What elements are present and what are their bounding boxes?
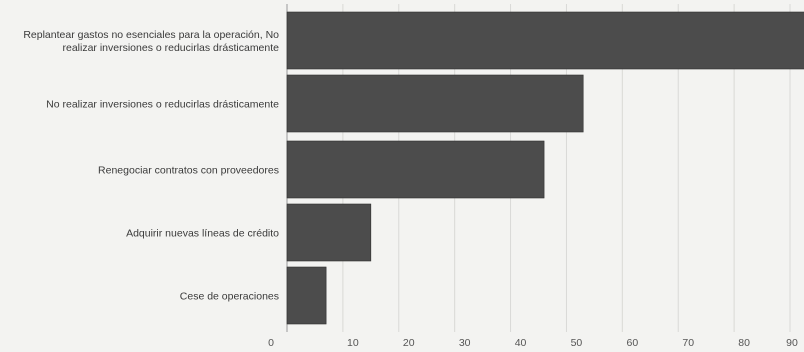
x-tick-label: 50	[571, 337, 583, 349]
x-tick-label: 10	[347, 337, 359, 349]
x-tick-label: 90	[786, 337, 798, 349]
x-tick-label: 30	[459, 337, 471, 349]
category-label: realizar inversiones o reducirlas drásti…	[62, 42, 279, 54]
category-labels: Replantear gastos no esenciales para la …	[23, 29, 279, 303]
x-tick-label: 60	[626, 337, 638, 349]
x-tick-label: 40	[515, 337, 527, 349]
bar	[286, 203, 372, 262]
x-tick-label: 20	[403, 337, 415, 349]
bar	[286, 140, 545, 199]
x-tick-label: 0	[268, 337, 274, 349]
x-tick-label: 80	[738, 337, 750, 349]
bar	[286, 11, 804, 70]
category-label: Adquirir nuevas líneas de crédito	[126, 228, 279, 240]
x-tick-label: 70	[682, 337, 694, 349]
category-label: Replantear gastos no esenciales para la …	[23, 29, 279, 41]
category-label: Cese de operaciones	[180, 291, 279, 303]
bar	[286, 74, 584, 133]
bars	[286, 11, 804, 325]
category-label: Renegociar contratos con proveedores	[98, 165, 279, 177]
category-label: No realizar inversiones o reducirlas drá…	[46, 99, 279, 111]
x-axis-ticks: 0 10 20 30 40 50 60 70 80 90	[268, 337, 798, 349]
bar	[286, 266, 327, 325]
